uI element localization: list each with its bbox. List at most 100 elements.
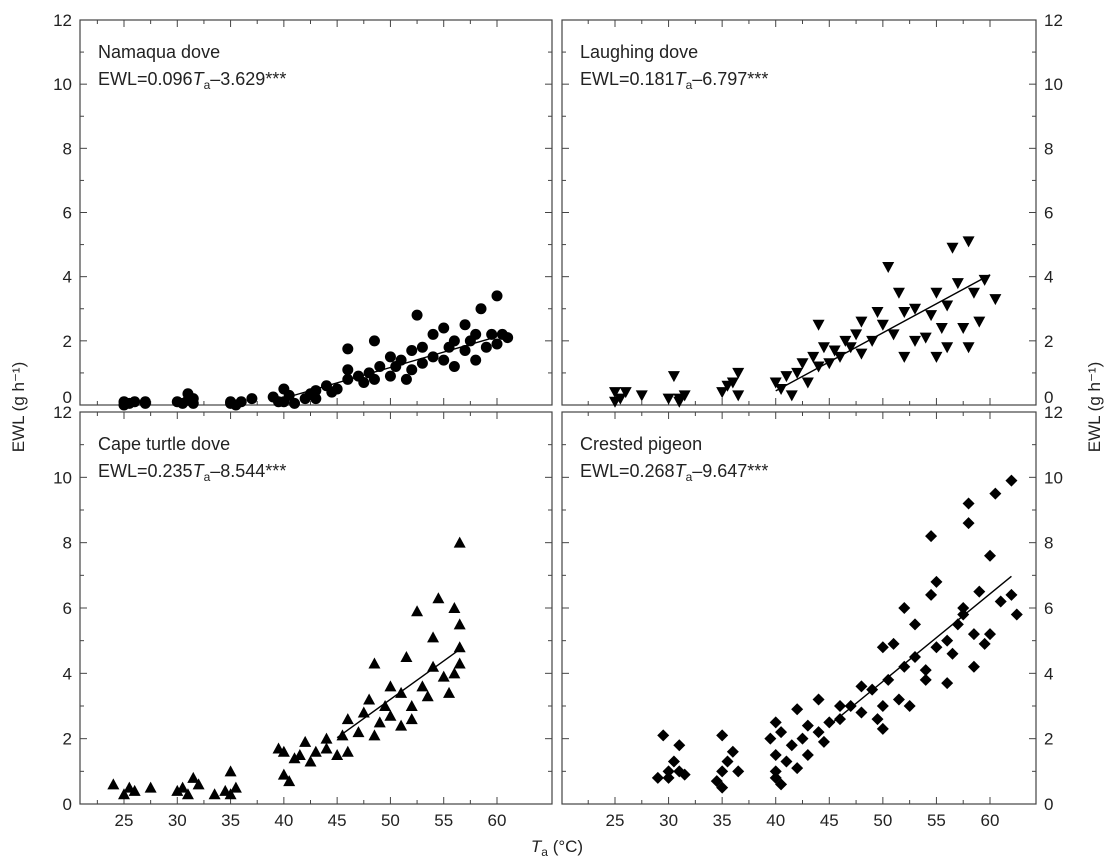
data-point xyxy=(887,637,900,650)
fit-line xyxy=(775,274,991,392)
panel-crested-pigeon: 0 2 4 6 8 10 12 25 30 35 40 45 50 55 60 Crested pigeon E… xyxy=(561,403,1063,830)
data-point xyxy=(989,294,1002,306)
equation-suffix: –8.544*** xyxy=(210,461,286,481)
x-tick-label: 45 xyxy=(328,811,347,830)
y-tick-label: 4 xyxy=(1044,664,1053,683)
data-point xyxy=(277,745,290,757)
data-point xyxy=(871,306,884,318)
data-point xyxy=(635,390,648,402)
data-point xyxy=(619,387,632,399)
x-tick-label: 35 xyxy=(221,811,240,830)
data-point xyxy=(807,351,820,363)
data-point xyxy=(448,335,460,347)
data-point xyxy=(459,344,471,356)
data-point xyxy=(662,765,675,778)
y-tick-label: 10 xyxy=(53,468,72,487)
data-point xyxy=(887,329,900,341)
data-point xyxy=(866,335,879,347)
data-point xyxy=(411,309,423,321)
data-point xyxy=(716,765,729,778)
data-point xyxy=(448,602,461,613)
y-tick-label: 10 xyxy=(53,75,72,94)
data-point xyxy=(716,387,729,399)
data-point xyxy=(405,713,418,725)
data-point xyxy=(855,680,868,693)
data-point xyxy=(871,713,884,726)
data-point xyxy=(432,592,445,604)
data-point xyxy=(187,393,199,405)
data-point xyxy=(357,706,370,718)
y-tick-label: 6 xyxy=(63,204,72,223)
data-point xyxy=(898,351,911,363)
data-point xyxy=(208,788,221,800)
data-point xyxy=(491,338,503,350)
data-point xyxy=(769,765,782,778)
data-point xyxy=(176,781,189,793)
data-point xyxy=(667,371,680,383)
equation-var: T xyxy=(675,461,688,481)
data-point xyxy=(395,354,407,366)
data-point xyxy=(427,631,440,643)
data-point xyxy=(732,367,745,379)
x-tick-label: 50 xyxy=(381,811,400,830)
data-point xyxy=(459,319,471,331)
data-point xyxy=(437,670,450,682)
panel-equation: EWL=0.268Ta–9.647*** xyxy=(580,461,768,484)
data-point xyxy=(192,778,205,790)
x-tick-label: 35 xyxy=(713,811,732,830)
panel-title: Laughing dove xyxy=(580,42,698,62)
data-point xyxy=(657,729,670,742)
data-point xyxy=(984,628,996,641)
data-point xyxy=(780,371,793,383)
data-point xyxy=(288,752,301,764)
data-point xyxy=(502,332,514,344)
data-point xyxy=(139,396,151,408)
panel-laughing-dove: 0 2 4 6 8 10 12 Laughing dove EWL=0.181Ta–6.797*… xyxy=(561,11,1063,408)
data-point xyxy=(882,262,895,274)
equation-sub: a xyxy=(204,470,211,484)
data-point xyxy=(453,641,466,653)
data-point xyxy=(994,595,1007,608)
equation-var: T xyxy=(675,69,688,89)
x-axis-title-unit: (°C) xyxy=(548,837,583,856)
data-point xyxy=(898,306,911,318)
data-point xyxy=(309,745,322,757)
data-point xyxy=(416,680,429,692)
x-tick-label: 60 xyxy=(488,811,507,830)
equation-suffix: –3.629*** xyxy=(210,69,286,89)
data-point xyxy=(283,775,296,787)
y-axis-title-left: EWL (g h⁻¹) xyxy=(9,362,28,453)
equation-prefix: EWL=0.181 xyxy=(580,69,675,89)
data-point xyxy=(416,357,428,369)
data-point xyxy=(379,700,392,711)
data-point xyxy=(721,755,734,768)
data-point xyxy=(352,726,365,738)
y-tick-label: 10 xyxy=(1044,75,1063,94)
y-tick-label: 8 xyxy=(1044,139,1053,158)
data-point xyxy=(855,348,868,360)
data-point xyxy=(678,390,691,402)
x-axis-title-var: T xyxy=(531,837,543,856)
data-point xyxy=(989,487,1002,500)
data-point xyxy=(946,647,959,660)
data-point xyxy=(491,290,503,302)
data-point xyxy=(289,397,301,409)
data-point xyxy=(662,393,675,405)
data-point xyxy=(716,781,729,794)
data-point xyxy=(224,765,237,777)
data-point xyxy=(299,735,312,747)
data-point xyxy=(962,497,975,510)
data-point xyxy=(823,358,836,370)
panel-equation: EWL=0.096Ta–3.629*** xyxy=(98,69,286,92)
data-point xyxy=(925,530,938,543)
data-point xyxy=(844,700,857,712)
data-point xyxy=(941,677,954,690)
y-tick-label: 4 xyxy=(63,268,72,287)
data-point xyxy=(812,693,825,706)
data-point xyxy=(876,641,889,654)
data-point xyxy=(796,732,809,745)
data-point xyxy=(898,602,911,614)
y-tick-label: 4 xyxy=(1044,268,1053,287)
data-point xyxy=(892,693,905,706)
data-point xyxy=(903,700,916,712)
